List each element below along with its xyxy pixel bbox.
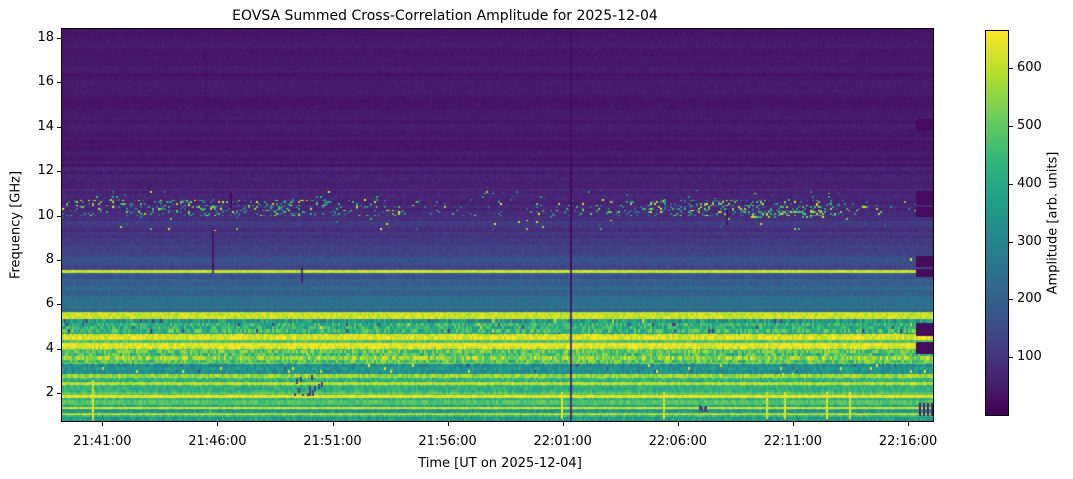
x-axis-label: Time [UT on 2025-12-04] (418, 456, 582, 471)
y-tick-label: 16 (37, 74, 54, 90)
y-tick-label: 18 (37, 29, 54, 45)
x-tick-label: 21:41:00 (73, 434, 132, 449)
colorbar-tick-mark (1009, 241, 1013, 243)
colorbar-tick-label: 100 (1017, 349, 1042, 365)
y-tick-mark (57, 260, 61, 261)
y-tick-mark (57, 304, 61, 306)
y-tick-mark (57, 393, 61, 395)
colorbar-tick-mark (1009, 68, 1013, 69)
y-tick-mark (57, 37, 61, 39)
colorbar-tick-mark (1009, 183, 1013, 185)
x-tick-mark (217, 422, 219, 426)
y-tick-label: 6 (45, 296, 54, 312)
colorbar-tick-label: 400 (1017, 175, 1042, 191)
x-tick-label: 21:51:00 (303, 434, 362, 449)
x-tick-label: 22:16:00 (878, 434, 938, 449)
colorbar-tick-mark (1009, 299, 1013, 301)
y-tick-mark (57, 82, 61, 84)
x-tick-label: 21:46:00 (188, 434, 247, 449)
y-tick-mark (57, 215, 61, 217)
y-axis-label: Frequency [GHz] (8, 170, 24, 280)
x-tick-label: 22:06:00 (648, 434, 707, 449)
colorbar-gradient (986, 31, 1008, 415)
colorbar-label: Amplitude [arb. units] (1045, 151, 1061, 295)
x-tick-label: 21:56:00 (418, 434, 477, 449)
colorbar-tick-label: 600 (1017, 60, 1042, 75)
x-tick-mark (447, 422, 449, 426)
x-tick-mark (562, 422, 564, 426)
y-tick-mark (57, 171, 61, 173)
colorbar-tick-label: 500 (1017, 117, 1042, 133)
colorbar-tick-label: 300 (1017, 233, 1042, 249)
heatmap-canvas (62, 29, 933, 421)
x-tick-label: 22:01:00 (533, 434, 592, 449)
y-tick-label: 4 (45, 340, 54, 356)
y-tick-label: 2 (45, 385, 54, 401)
x-tick-mark (792, 422, 794, 426)
chart-title: EOVSA Summed Cross-Correlation Amplitude… (232, 8, 658, 24)
y-tick-mark (57, 348, 61, 350)
x-tick-mark (332, 422, 334, 426)
y-tick-label: 10 (37, 207, 54, 223)
colorbar-tick-label: 200 (1017, 291, 1042, 307)
colorbar (985, 30, 1009, 416)
y-tick-label: 8 (45, 252, 54, 267)
x-tick-mark (102, 422, 104, 426)
x-tick-mark (677, 422, 679, 426)
x-tick-mark (908, 422, 910, 426)
x-tick-label: 22:11:00 (763, 434, 823, 449)
colorbar-tick-mark (1009, 357, 1013, 359)
plot-area (61, 28, 934, 422)
y-tick-label: 12 (37, 163, 54, 179)
y-tick-label: 14 (37, 118, 54, 134)
y-tick-mark (57, 126, 61, 128)
colorbar-tick-mark (1009, 125, 1013, 127)
